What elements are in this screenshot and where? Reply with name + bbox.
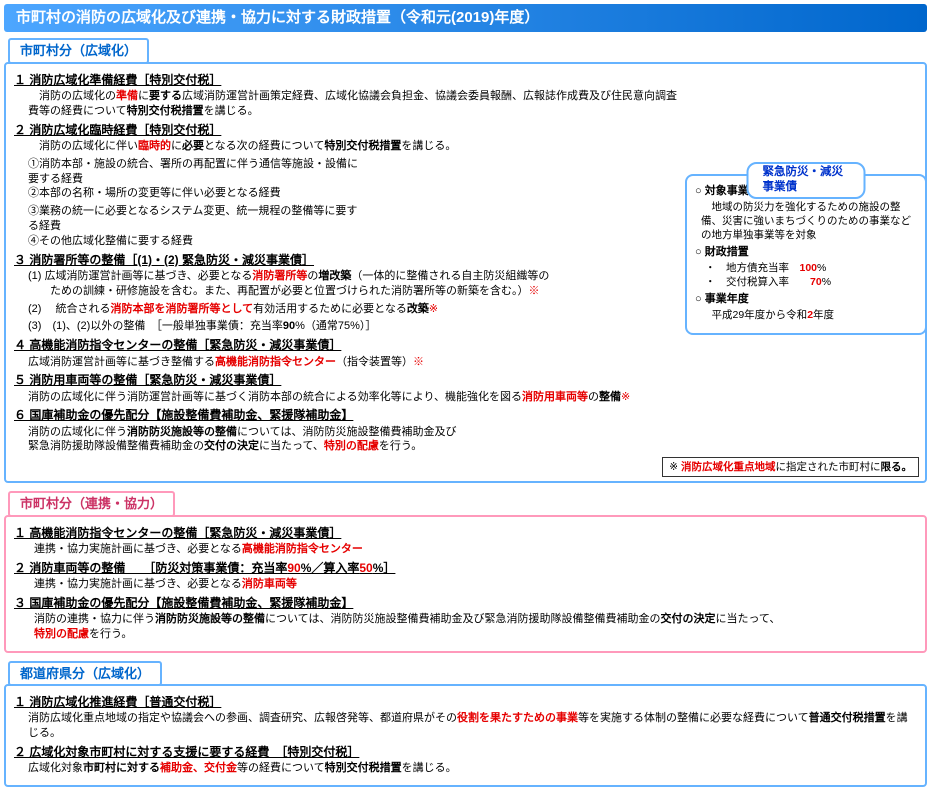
- callout-b3: 平成29年度から令和2年度: [701, 308, 917, 322]
- item-body: 連携・協力実施計画に基づき、必要となる消防車両等: [34, 577, 917, 592]
- item-body: 消防の広域化に伴う消防防災施設等の整備については、消防防災施設整備費補助金及び …: [28, 425, 679, 455]
- callout-b1: 地域の防災力を強化するための施設の整備、災害に強いまちづくりのための事業などの地…: [701, 200, 917, 243]
- tab-municipal-wide: 市町村分（広域化）: [8, 38, 149, 64]
- callout-h3: ○ 事業年度: [695, 292, 917, 307]
- item-head: １ 消防広域化準備経費［特別交付税］: [14, 72, 679, 88]
- item-body: 消防の広域化の準備に要する広域消防運営計画策定経費、広域化協議会負担金、協議会委…: [28, 89, 679, 119]
- panel-municipal-coop: １ 高機能消防指令センターの整備［緊急防災・減災事業債］連携・協力実施計画に基づ…: [4, 515, 927, 653]
- item-head: ２ 広域化対象市町村に対する支援に要する経費 ［特別交付税］: [14, 744, 917, 760]
- item-body: (2) 統合される消防本部を消防署所等として有効活用するために必要となる改築※: [28, 302, 679, 317]
- item-body: 消防の広域化に伴い臨時的に必要となる次の経費について特別交付税措置を講じる。: [28, 139, 679, 154]
- item-body: 消防広域化重点地域の指定や協議会への参画、調査研究、広報啓発等、都道府県がその役…: [28, 711, 917, 741]
- item-head: １ 消防広域化推進経費［普通交付税］: [14, 694, 917, 710]
- item-body: ③業務の統一に必要となるシステム変更、統一規程の整備等に要する経費④その他広域化…: [28, 204, 679, 249]
- item-body: 消防の広域化に伴う消防運営計画等に基づく消防本部の統合による効率化等により、機能…: [28, 390, 679, 405]
- item-head: ４ 高機能消防指令センターの整備［緊急防災・減災事業債］: [14, 337, 679, 353]
- tab-prefecture: 都道府県分（広域化）: [8, 661, 162, 687]
- item-head: ５ 消防用車両等の整備［緊急防災・減災事業債］: [14, 372, 679, 388]
- item-body: (1) 広域消防運営計画等に基づき、必要となる消防署所等の増改築（一体的に整備さ…: [28, 269, 679, 299]
- item-head: ２ 消防広域化臨時経費［特別交付税］: [14, 122, 679, 138]
- item-head: ３ 国庫補助金の優先配分【施設整備費補助金、緊援隊補助金】: [14, 595, 917, 611]
- item-body: 消防の連携・協力に伴う消防防災施設等の整備については、消防防災施設整備費補助金及…: [34, 612, 917, 642]
- item-head: １ 高機能消防指令センターの整備［緊急防災・減災事業債］: [14, 525, 917, 541]
- tab-municipal-coop: 市町村分（連携・協力）: [8, 491, 175, 517]
- item-body: (3) (1)、(2)以外の整備 ［一般単独事業債：充当率90%（通常75%）］: [28, 319, 679, 334]
- callout-bond: 緊急防災・減災事業債 ○ 対象事業 地域の防災力を強化するための施設の整備、災害…: [685, 174, 927, 336]
- item-head: ３ 消防署所等の整備［(1)・(2) 緊急防災・減災事業債］: [14, 252, 679, 268]
- item-body: ①消防本部・施設の統合、署所の再配置に伴う通信等施設・設備に要する経費②本部の名…: [28, 157, 679, 202]
- note-box: ※ 消防広域化重点地域に指定された市町村に限る。: [662, 457, 919, 477]
- callout-rate1: ・ 地方債充当率 100%: [705, 261, 917, 275]
- panel-prefecture: １ 消防広域化推進経費［普通交付税］消防広域化重点地域の指定や協議会への参画、調…: [4, 684, 927, 787]
- callout-h2: ○ 財政措置: [695, 245, 917, 260]
- page-title: 市町村の消防の広域化及び連携・協力に対する財政措置（令和元(2019)年度）: [4, 4, 927, 32]
- item-head: ６ 国庫補助金の優先配分【施設整備費補助金、緊援隊補助金】: [14, 407, 679, 423]
- item-body: 連携・協力実施計画に基づき、必要となる高機能消防指令センター: [34, 542, 917, 557]
- panel-municipal-wide: １ 消防広域化準備経費［特別交付税］ 消防の広域化の準備に要する広域消防運営計画…: [4, 62, 927, 483]
- item-body: 広域消防運営計画等に基づき整備する高機能消防指令センター（指令装置等）※: [28, 355, 679, 370]
- item-body: 広域化対象市町村に対する補助金、交付金等の経費について特別交付税措置を講じる。: [28, 761, 917, 776]
- item-head: ２ 消防車両等の整備 ［防災対策事業債：充当率90%／算入率50%］: [14, 560, 917, 576]
- callout-rate2: ・ 交付税算入率 70%: [705, 275, 917, 289]
- callout-tab: 緊急防災・減災事業債: [747, 162, 866, 199]
